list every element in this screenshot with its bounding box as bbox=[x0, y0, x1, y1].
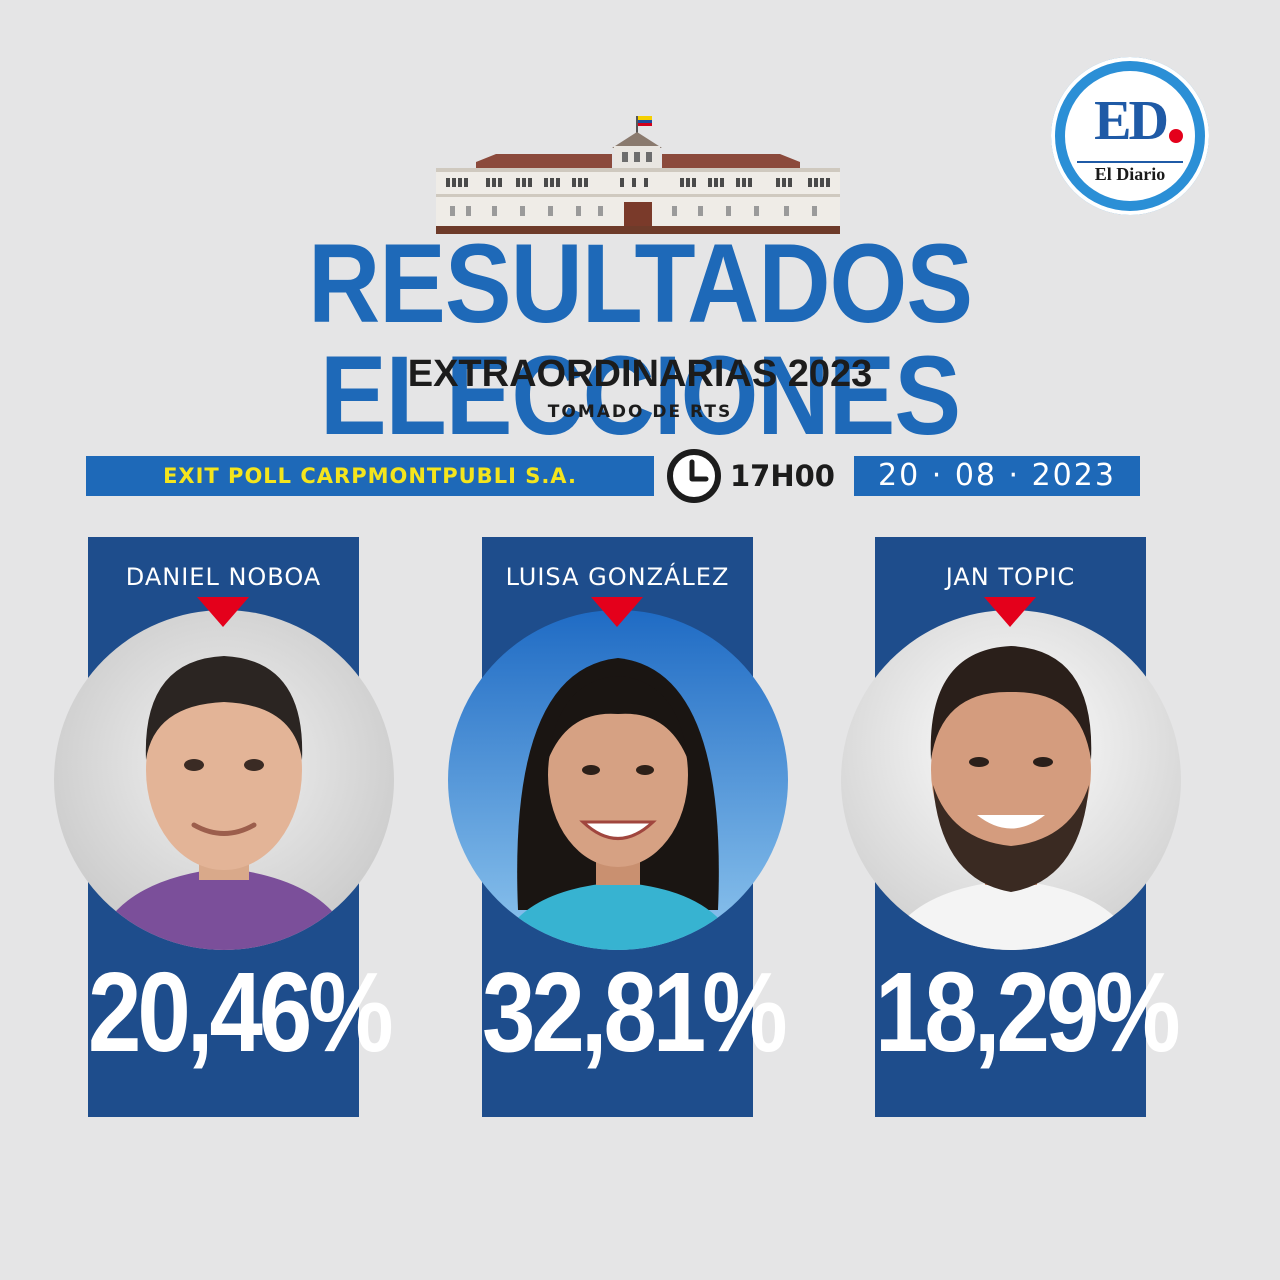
candidate-name: DANIEL NOBOA bbox=[125, 563, 322, 591]
logo-dot bbox=[1169, 129, 1183, 143]
logo-mark: ED bbox=[1094, 90, 1169, 152]
logo-name: El Diario bbox=[1094, 164, 1166, 184]
exit-poll-label: EXIT POLL CARPMONTPUBLI S.A. bbox=[86, 456, 654, 496]
red-pointer-icon bbox=[591, 597, 643, 627]
clock-icon bbox=[667, 449, 721, 503]
vote-percentage: 20,46% bbox=[88, 949, 394, 1076]
candidate-portrait-gonzalez bbox=[448, 610, 788, 950]
candidate-name: JAN TOPIC bbox=[945, 563, 1076, 591]
poll-time: 17H00 bbox=[730, 459, 835, 493]
red-pointer-icon bbox=[197, 597, 249, 627]
main-title: RESULTADOS ELECCIONES bbox=[307, 221, 973, 459]
candidate-portrait-noboa bbox=[54, 610, 394, 950]
source-note: TOMADO DE RTS bbox=[547, 402, 733, 422]
red-pointer-icon bbox=[984, 597, 1036, 627]
logo-ribbon bbox=[1077, 161, 1183, 185]
government-building-illustration bbox=[436, 116, 840, 234]
poll-date: 20 · 08 · 2023 bbox=[854, 456, 1140, 496]
logo-inner: ED El Diario bbox=[1065, 71, 1195, 201]
vote-percentage: 32,81% bbox=[482, 949, 788, 1076]
candidate-portrait-topic bbox=[841, 610, 1181, 950]
candidate-name: LUISA GONZÁLEZ bbox=[505, 563, 730, 591]
el-diario-logo: ED El Diario bbox=[1051, 57, 1209, 215]
vote-percentage: 18,29% bbox=[875, 949, 1181, 1076]
subtitle: EXTRAORDINARIAS 2023 bbox=[407, 353, 873, 395]
